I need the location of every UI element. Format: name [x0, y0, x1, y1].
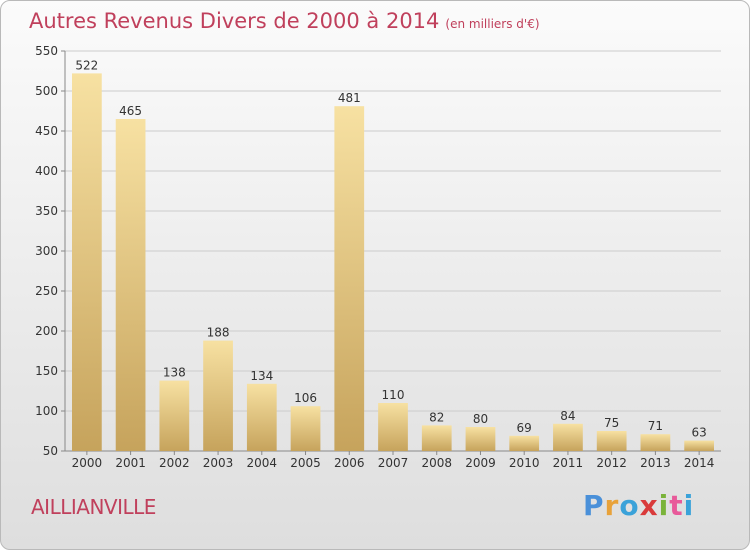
y-tick-label: 150 — [35, 364, 58, 378]
x-tick-label: 2010 — [509, 456, 540, 470]
y-tick-label: 400 — [35, 164, 58, 178]
logo-letter: i — [683, 489, 695, 522]
x-tick-label: 2004 — [247, 456, 278, 470]
proxiti-logo: Proxiti — [583, 489, 694, 522]
bar — [246, 383, 277, 451]
bar — [596, 431, 627, 451]
label-layer: 522 465 138 188 134 106 481 110 82 80 69 84 75 71 63 — [75, 58, 706, 439]
logo-letter: x — [639, 489, 659, 522]
y-tick-label: 300 — [35, 244, 58, 258]
x-tick-label: 2002 — [159, 456, 190, 470]
chart-subtitle: (en milliers d'€) — [445, 17, 540, 31]
x-tick-label: 2005 — [290, 456, 321, 470]
bar — [509, 435, 540, 451]
x-tick-label: 2013 — [640, 456, 671, 470]
data-label: 138 — [163, 366, 186, 380]
bar — [378, 403, 408, 451]
y-tick-label: 500 — [35, 84, 58, 98]
commune-name: AILLIANVILLE — [31, 495, 156, 519]
x-tick-label: 2009 — [465, 456, 496, 470]
bar — [421, 425, 452, 451]
x-tick-label: 2003 — [203, 456, 234, 470]
logo-letter: o — [619, 489, 640, 522]
bar — [71, 73, 102, 452]
x-tick-label: 2000 — [72, 456, 103, 470]
data-label: 84 — [560, 409, 575, 423]
y-tick-label: 250 — [35, 284, 58, 298]
x-tick-label: 2012 — [596, 456, 627, 470]
bar — [115, 119, 146, 451]
y-tick-label: 350 — [35, 204, 58, 218]
y-tick-label: 550 — [35, 44, 58, 58]
data-label: 82 — [429, 410, 444, 424]
logo-letter: P — [583, 489, 605, 522]
logo-letter: t — [669, 489, 684, 522]
bar — [553, 423, 583, 451]
bar — [684, 440, 715, 451]
data-label: 63 — [691, 426, 706, 440]
y-tick-label: 100 — [35, 404, 58, 418]
data-label: 75 — [604, 416, 619, 430]
data-label: 481 — [338, 91, 361, 105]
data-label: 69 — [517, 421, 532, 435]
data-label: 134 — [250, 369, 273, 383]
chart-title: Autres Revenus Divers de 2000 à 2014 (en … — [29, 9, 540, 33]
y-tick-label: 50 — [43, 444, 58, 458]
logo-letter: r — [604, 489, 620, 522]
data-label: 110 — [382, 388, 405, 402]
x-tick-label: 2011 — [553, 456, 584, 470]
bar — [334, 106, 365, 451]
data-label: 522 — [75, 58, 98, 72]
x-tick-label: 2007 — [378, 456, 409, 470]
bar — [159, 380, 190, 451]
data-label: 71 — [648, 419, 663, 433]
data-label: 80 — [473, 412, 488, 426]
x-tick-label: 2006 — [334, 456, 365, 470]
bar — [465, 427, 496, 451]
axis-layer: 50 100 150 200 250 300 350 400 450 500 550 2000 2001… — [35, 44, 721, 470]
chart-title-text: Autres Revenus Divers de 2000 à 2014 — [29, 9, 440, 33]
bar — [290, 406, 321, 451]
data-label: 188 — [207, 326, 230, 340]
bar — [203, 340, 233, 451]
x-tick-label: 2008 — [421, 456, 452, 470]
x-tick-label: 2014 — [684, 456, 715, 470]
x-tick-label: 2001 — [115, 456, 146, 470]
y-tick-label: 200 — [35, 324, 58, 338]
logo-letter: i — [658, 489, 670, 522]
y-tick-label: 450 — [35, 124, 58, 138]
data-label: 465 — [119, 104, 142, 118]
bar — [640, 434, 671, 451]
bar-layer — [71, 73, 715, 452]
data-label: 106 — [294, 391, 317, 405]
